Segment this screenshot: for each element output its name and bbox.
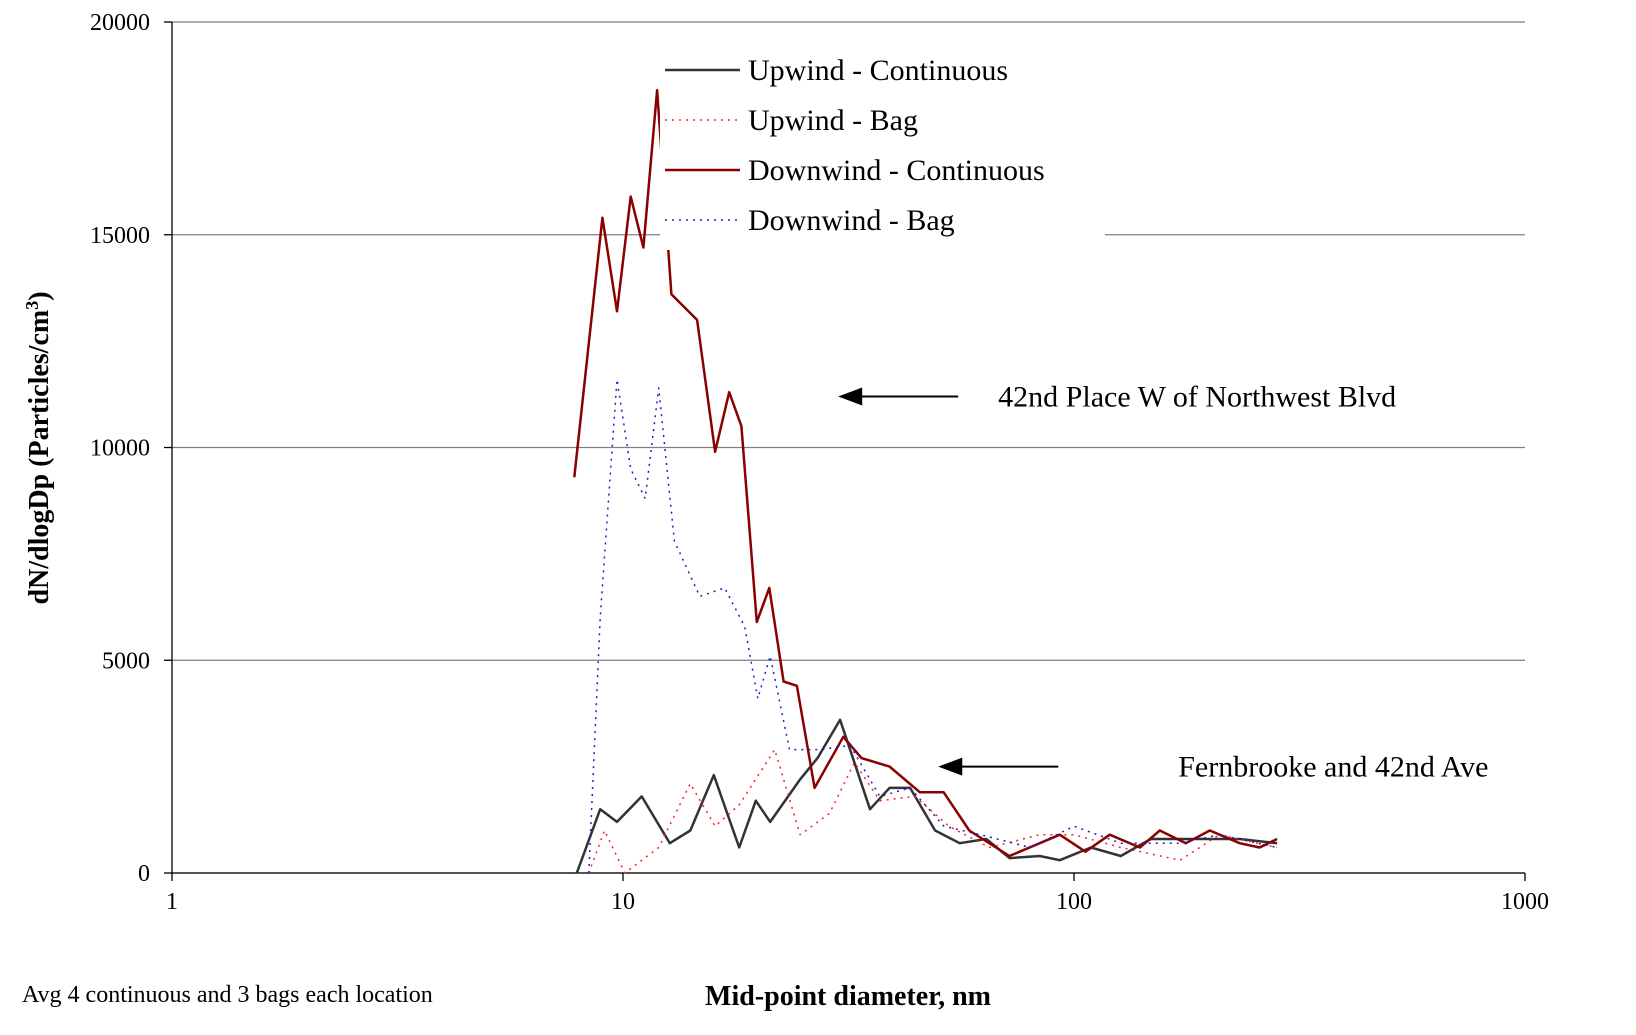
annotation-arrowhead: [838, 387, 863, 406]
series-line: [588, 378, 1278, 874]
y-axis-label-text: dN/dlogDp (Particles/cm: [24, 310, 55, 605]
legend-label: Downwind - Bag: [748, 204, 955, 237]
y-tick-label: 5000: [102, 648, 150, 674]
y-tick-label: 0: [138, 861, 150, 887]
series-line: [575, 718, 1278, 874]
legend-label: Upwind - Bag: [748, 104, 918, 137]
y-axis-label-sup: 3: [22, 301, 42, 310]
note: Avg 4 continuous and 3 bags each locatio…: [22, 982, 433, 1008]
y-tick-label: 20000: [90, 10, 150, 36]
x-tick-label: 1: [166, 889, 178, 915]
legend-label: Downwind - Continuous: [748, 154, 1045, 187]
y-axis-label-tail: ): [24, 291, 55, 300]
annotation: 42nd Place W of Northwest Blvd: [998, 380, 1396, 413]
y-axis-label: dN/dlogDp (Particles/cm3): [22, 291, 55, 604]
x-tick-label: 10: [611, 889, 635, 915]
y-tick-label: 15000: [90, 223, 150, 249]
legend-label: Upwind - Continuous: [748, 54, 1008, 87]
x-tick-label: 100: [1056, 889, 1092, 915]
y-tick-label: 10000: [90, 436, 150, 462]
x-tick-label: 1000: [1501, 889, 1549, 915]
x-axis-label: Mid-point diameter, nm: [705, 981, 991, 1012]
series-line: [588, 748, 1278, 874]
annotation: Fernbrooke and 42nd Ave: [1178, 751, 1488, 784]
annotation-arrowhead: [938, 757, 963, 776]
legend-box: [660, 45, 1105, 250]
